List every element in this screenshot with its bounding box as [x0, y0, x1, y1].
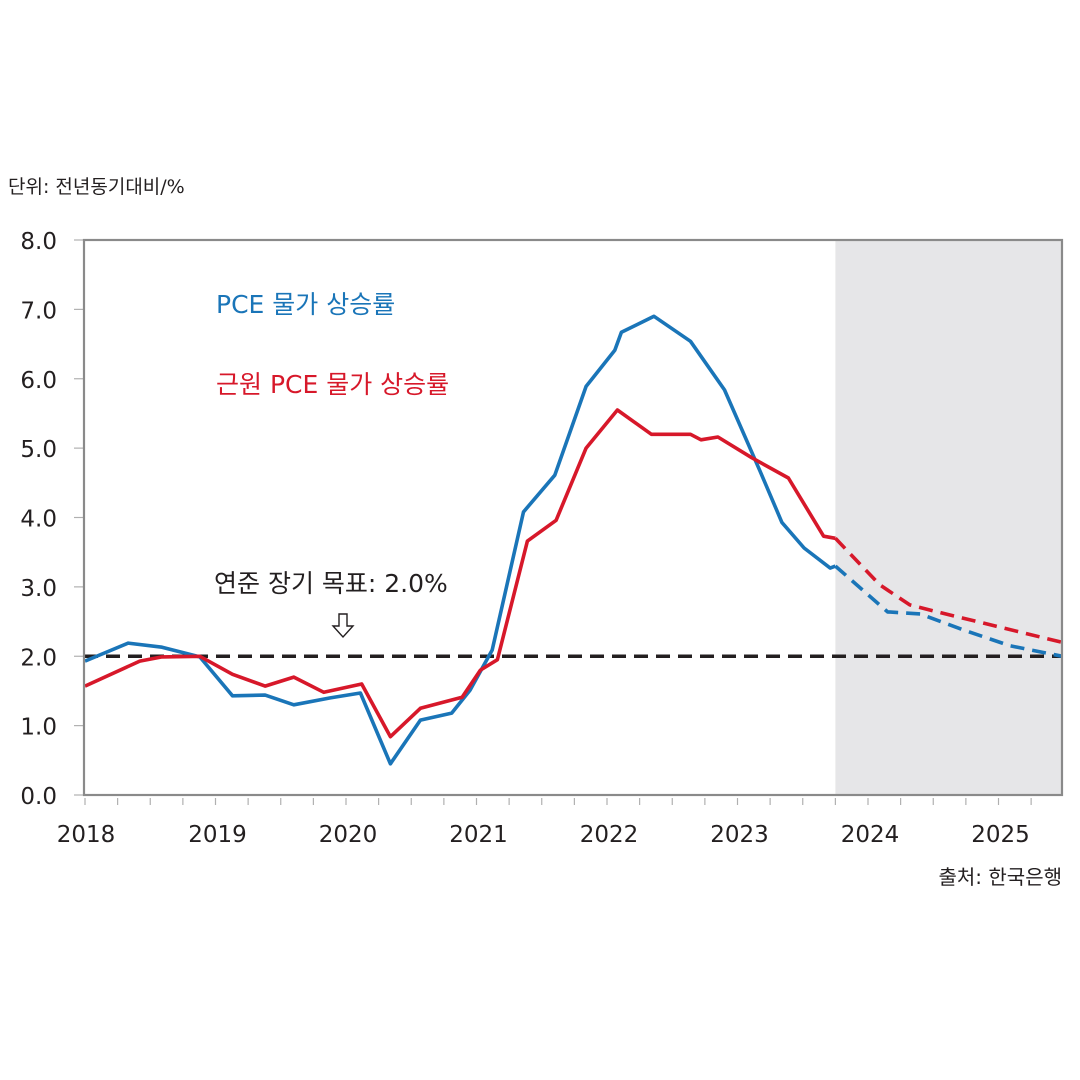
- source-label: 출처: 한국은행: [939, 865, 1063, 889]
- x-tick-label: 2021: [449, 822, 508, 848]
- y-tick-label: 7.0: [20, 298, 57, 324]
- x-axis: 2018 2019 2020 2021 2022 2023 2024 2025: [57, 798, 1032, 848]
- target-annotation: 연준 장기 목표: 2.0%: [214, 569, 448, 598]
- series-line-forecast-1: [834, 537, 1063, 645]
- forecast-shade-region: [835, 240, 1062, 795]
- x-tick-label: 2024: [841, 822, 900, 848]
- y-tick-label: 8.0: [20, 229, 57, 255]
- y-tick-label: 4.0: [20, 507, 57, 533]
- y-axis: 0.0 1.0 2.0 3.0 4.0 5.0 6.0 7.0 8.0: [20, 229, 84, 810]
- plot-frame: [82, 238, 1064, 797]
- x-tick-label: 2019: [188, 822, 247, 848]
- y-tick-label: 1.0: [20, 715, 57, 741]
- y-tick-label: 6.0: [20, 368, 57, 394]
- series-line-actual-0: [84, 314, 837, 766]
- down-arrow-icon: [331, 613, 355, 639]
- y-tick-label: 2.0: [20, 645, 57, 671]
- series-lines: [84, 314, 1063, 766]
- x-tick-label: 2025: [971, 822, 1030, 848]
- x-tick-label: 2023: [710, 822, 769, 848]
- y-tick-label: 3.0: [20, 576, 57, 602]
- unit-label: 단위: 전년동기대비/%: [8, 176, 185, 198]
- legend-pce: PCE 물가 상승률: [216, 290, 395, 319]
- series-line-forecast-0: [834, 564, 1063, 659]
- series-line-actual-1: [84, 408, 836, 739]
- x-tick-label: 2018: [57, 822, 116, 848]
- x-tick-label: 2020: [319, 822, 378, 848]
- legend-core-pce: 근원 PCE 물가 상승률: [216, 370, 449, 399]
- y-tick-label: 0.0: [20, 784, 57, 810]
- y-tick-label: 5.0: [20, 437, 57, 463]
- x-tick-label: 2022: [580, 822, 639, 848]
